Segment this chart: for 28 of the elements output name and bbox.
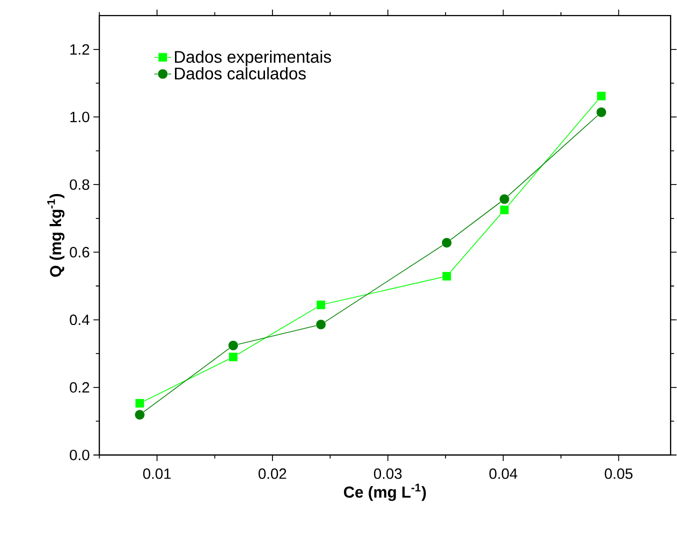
y-tick-label: 0.0 <box>70 450 90 460</box>
y-axis-title: Q (mg kg$^{-1}$) <box>47 194 64 277</box>
point <box>499 194 510 204</box>
y-tick-label: 0.4 <box>70 314 90 325</box>
x-axis-title: Ce (mg L$^{-1}$) <box>344 484 426 501</box>
point <box>596 106 607 118</box>
legend-label: Dados experimentais <box>174 50 331 66</box>
x-tick-label: 0.05 <box>604 468 632 479</box>
point <box>316 300 326 310</box>
point <box>596 91 606 100</box>
point <box>442 271 452 281</box>
point <box>228 352 238 362</box>
point <box>228 340 238 350</box>
y-tick-label: 1.2 <box>70 44 90 54</box>
x-tick-label: 0.03 <box>374 468 402 479</box>
y-tick-label: 0.2 <box>70 382 90 392</box>
x-tick-label: 0.01 <box>143 468 171 479</box>
y-tick-label: 0.8 <box>70 179 90 190</box>
point <box>442 237 452 248</box>
y-tick-label: 1.0 <box>70 112 90 122</box>
y-tick-label: 0.6 <box>70 246 90 258</box>
x-tick-label: 0.04 <box>489 468 518 479</box>
point <box>500 205 510 214</box>
point <box>134 409 145 420</box>
point <box>316 319 326 330</box>
legend-label: Dados calculados <box>174 66 306 80</box>
point <box>135 398 144 408</box>
x-tick-label: 0.02 <box>258 468 286 479</box>
